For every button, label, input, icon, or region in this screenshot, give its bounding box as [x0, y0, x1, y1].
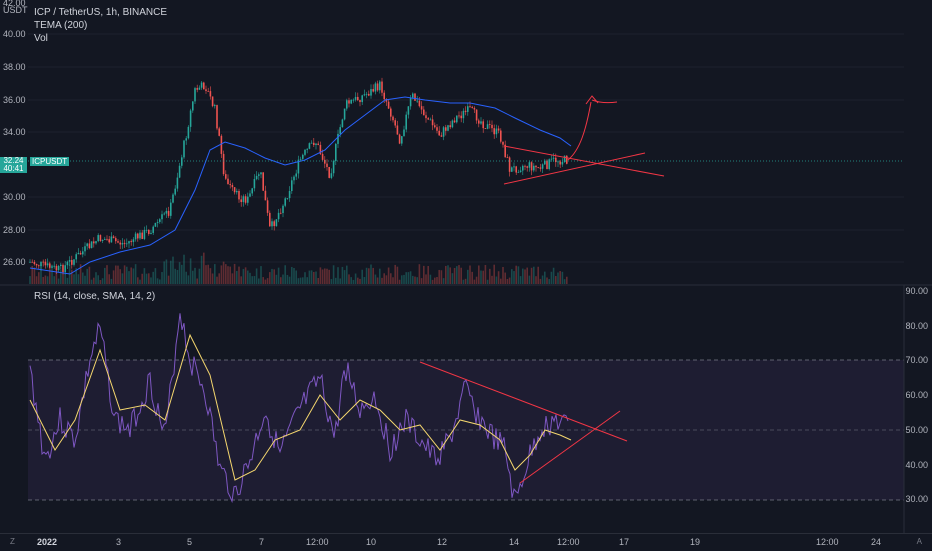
time-label: 19	[690, 537, 701, 547]
time-axis[interactable]: 2022 3 5 7 12:00 10 12 14 12:00 17 19 12…	[0, 533, 932, 551]
drawn-triangle-rsi[interactable]	[419, 361, 628, 484]
rsi-tick: 50.00	[905, 425, 928, 435]
rsi-line	[29, 313, 569, 504]
time-label: 12	[437, 537, 448, 547]
time-label: 12:00	[306, 537, 329, 547]
time-label: 14	[509, 537, 520, 547]
rsi-tick: 30.00	[905, 494, 928, 504]
price-tick: 36.00	[3, 95, 26, 105]
rsi-tick: 90.00	[905, 286, 928, 296]
time-label: 24	[871, 537, 882, 547]
indicator-vol-label[interactable]: Vol	[34, 33, 48, 44]
price-tick: 40.00	[3, 29, 26, 39]
price-tick-top: 42.00	[3, 0, 26, 8]
rsi-tick: 60.00	[905, 390, 928, 400]
time-label: 12:00	[816, 537, 839, 547]
time-label: 17	[619, 537, 630, 547]
price-currency: USDT	[3, 5, 28, 15]
price-tick: 34.00	[3, 127, 26, 137]
indicator-tema-label[interactable]: TEMA (200)	[34, 20, 88, 31]
current-price-label: 32.24 40:41	[0, 157, 27, 173]
time-label: 3	[116, 537, 122, 547]
time-label: 12:00	[557, 537, 580, 547]
candlestick-series	[29, 77, 568, 275]
time-label: 5	[187, 537, 193, 547]
rsi-legend[interactable]: RSI (14, close, SMA, 14, 2)	[34, 291, 156, 302]
price-tick: 38.00	[3, 62, 26, 72]
time-label: 7	[259, 537, 265, 547]
chart-legend: ICP / TetherUS, 1h, BINANCE TEMA (200) V…	[34, 6, 167, 45]
timezone-toggle-button[interactable]: Z	[10, 537, 15, 546]
auto-scale-button[interactable]: A	[916, 537, 922, 546]
rsi-ma-line	[29, 333, 572, 481]
current-price-value: 32.24	[3, 156, 24, 165]
rsi-scale[interactable]: 90.00 80.00 70.00 60.00 50.00 40.00 30.0…	[904, 285, 932, 520]
grid	[28, 33, 904, 263]
price-tick: 28.00	[3, 225, 26, 235]
price-scale[interactable]: 42.00 USDT 40.00 38.00 36.00 34.00 30.00…	[0, 0, 28, 285]
drawn-triangle-main[interactable]	[503, 95, 665, 185]
rsi-tick: 40.00	[905, 460, 928, 470]
time-label: 10	[366, 537, 377, 547]
price-tick: 26.00	[3, 257, 26, 267]
rsi-tick: 80.00	[905, 321, 928, 331]
tema-line	[29, 96, 572, 275]
volume-bars	[29, 252, 568, 284]
symbol-price-tag: ICPUSDT	[30, 157, 70, 166]
symbol-title[interactable]: ICP / TetherUS, 1h, BINANCE	[34, 7, 168, 18]
price-tick: 30.00	[3, 192, 26, 202]
rsi-tick: 70.00	[905, 355, 928, 365]
time-label: 2022	[37, 537, 58, 547]
bar-countdown: 40:41	[3, 164, 24, 173]
